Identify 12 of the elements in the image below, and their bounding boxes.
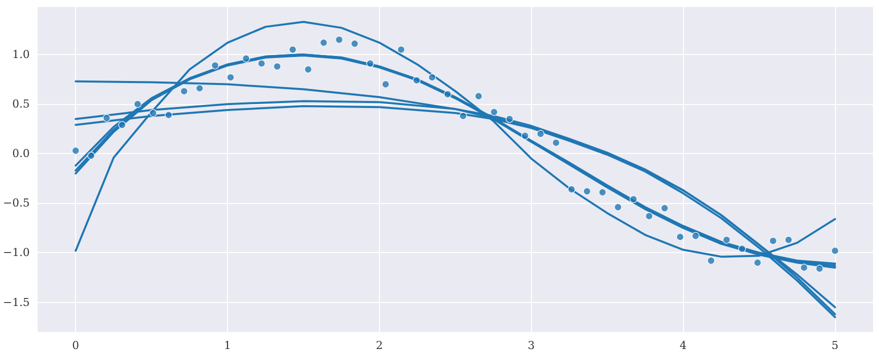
y-tick-label: 0.0 — [12, 147, 30, 160]
x-tick-label: 4 — [680, 339, 687, 352]
y-tick-label: −1.0 — [2, 246, 30, 260]
y-tick-label: 0.5 — [12, 98, 30, 111]
x-tick-label: 5 — [832, 339, 839, 352]
x-tick-label: 1 — [224, 339, 232, 352]
x-tick-label: 2 — [376, 339, 383, 352]
y-tick-label: 1.0 — [12, 48, 30, 62]
y-tick-label: −1.5 — [2, 296, 30, 309]
x-tick-label: 3 — [528, 339, 535, 352]
x-tick-label: 0 — [72, 339, 80, 352]
y-tick-label: −0.5 — [2, 196, 30, 210]
